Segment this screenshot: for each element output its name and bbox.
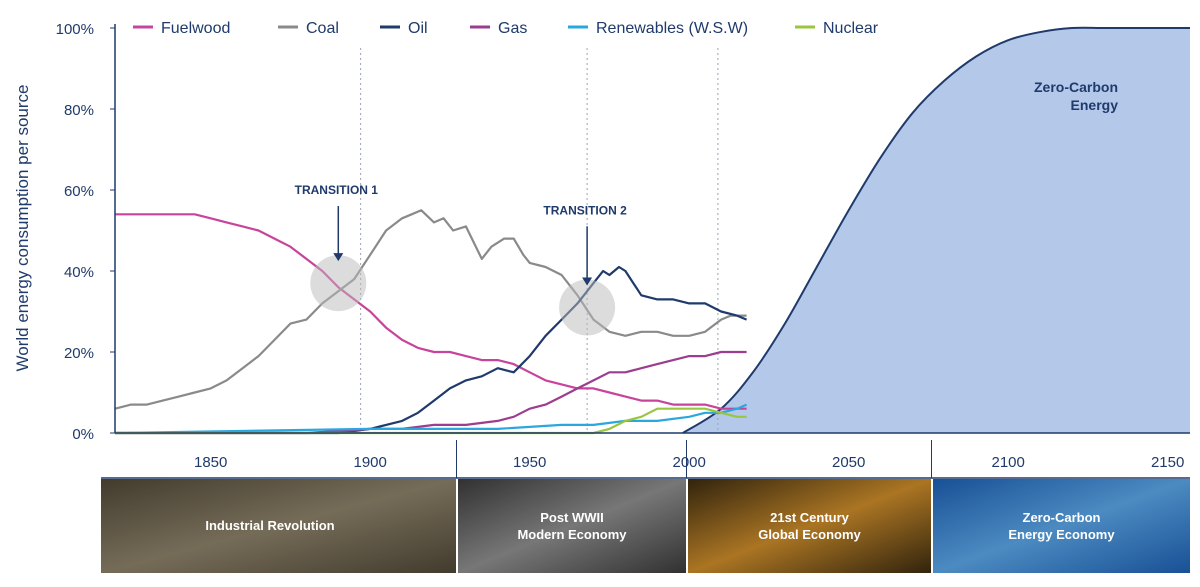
legend-label-oil: Oil — [408, 20, 428, 37]
series-line-oil — [115, 265, 748, 435]
axes: 0% 20% 40% 60% 80% 100% 1850 1900 1950 2000 2050 21… — [56, 21, 1190, 471]
era-banner-4 — [933, 479, 1190, 573]
era-banner-3-label-line2: Global Economy — [758, 527, 861, 542]
transition-2-arrow-head — [582, 277, 593, 286]
era-banner-1 — [101, 479, 456, 573]
era-banner-shade-4 — [933, 479, 1190, 573]
legend-label-coal: Coal — [306, 20, 339, 37]
x-tick-label-5: 2100 — [991, 454, 1024, 471]
era-banner-4-label: Zero-Carbon — [1023, 510, 1101, 525]
x-tick-label-2: 1950 — [513, 454, 546, 471]
x-tick-label-0: 1850 — [194, 454, 227, 471]
era-banner-2 — [458, 479, 686, 573]
era-banner-shade-1 — [101, 479, 456, 573]
legend-label-fuelwood: Fuelwood — [161, 20, 230, 37]
y-tick-label-3: 60% — [64, 183, 94, 200]
era-banner-4-label-line2: Energy Economy — [1008, 527, 1115, 542]
x-tick-label-3: 2000 — [672, 454, 705, 471]
y-tick-label-0: 0% — [72, 426, 94, 443]
legend: Fuelwood Coal Oil Gas Renewables (W.S.W) Nucl… — [133, 20, 879, 37]
x-tick-label-6: 2150 — [1151, 454, 1184, 471]
y-tick-label-1: 20% — [64, 345, 94, 362]
transition-1-circle — [310, 255, 367, 312]
legend-label-nuclear: Nuclear — [823, 20, 879, 37]
era-banner-2-label-line2: Modern Economy — [517, 527, 627, 542]
era-banners: Industrial Revolution Post WWII Modern Eco… — [101, 440, 1190, 573]
era-banner-3-label: 21st Century — [770, 510, 850, 525]
series-lines — [114, 209, 748, 435]
vertical-markers — [360, 48, 719, 433]
series-line-renewables-w-s-w — [114, 403, 748, 435]
x-tick-label-4: 2050 — [832, 454, 865, 471]
y-tick-label-5: 100% — [56, 21, 94, 38]
zero-carbon-area: Zero-Carbon Energy — [682, 26, 1190, 434]
transition-1-label: TRANSITION 1 — [295, 183, 379, 197]
y-tick-label-4: 80% — [64, 102, 94, 119]
y-axis-label: World energy consumption per source — [13, 85, 32, 372]
y-tick-label-2: 40% — [64, 264, 94, 281]
zero-carbon-label: Zero-Carbon — [1034, 79, 1118, 95]
legend-label-gas: Gas — [498, 20, 527, 37]
zero-carbon-fill — [682, 27, 1190, 433]
series-line-gas — [115, 350, 747, 435]
transition-2-circle — [559, 279, 616, 336]
era-banner-3 — [688, 479, 931, 573]
zero-carbon-label-line2: Energy — [1071, 97, 1119, 113]
era-banner-2-label: Post WWII — [540, 510, 604, 525]
x-tick-label-1: 1900 — [354, 454, 387, 471]
legend-label-renewables-w-s-w: Renewables (W.S.W) — [596, 20, 748, 37]
zero-carbon-curve — [682, 26, 1190, 434]
transition-annotations: TRANSITION 1 TRANSITION 2 — [295, 183, 627, 336]
transition-2-label: TRANSITION 2 — [543, 203, 627, 217]
era-banner-shade-2 — [458, 479, 686, 573]
era-banner-1-label: Industrial Revolution — [205, 518, 334, 533]
transition-1-arrow-head — [333, 253, 344, 262]
series-line-fuelwood — [115, 213, 747, 410]
series-line-coal — [114, 209, 747, 410]
era-banner-shade-3 — [688, 479, 931, 573]
